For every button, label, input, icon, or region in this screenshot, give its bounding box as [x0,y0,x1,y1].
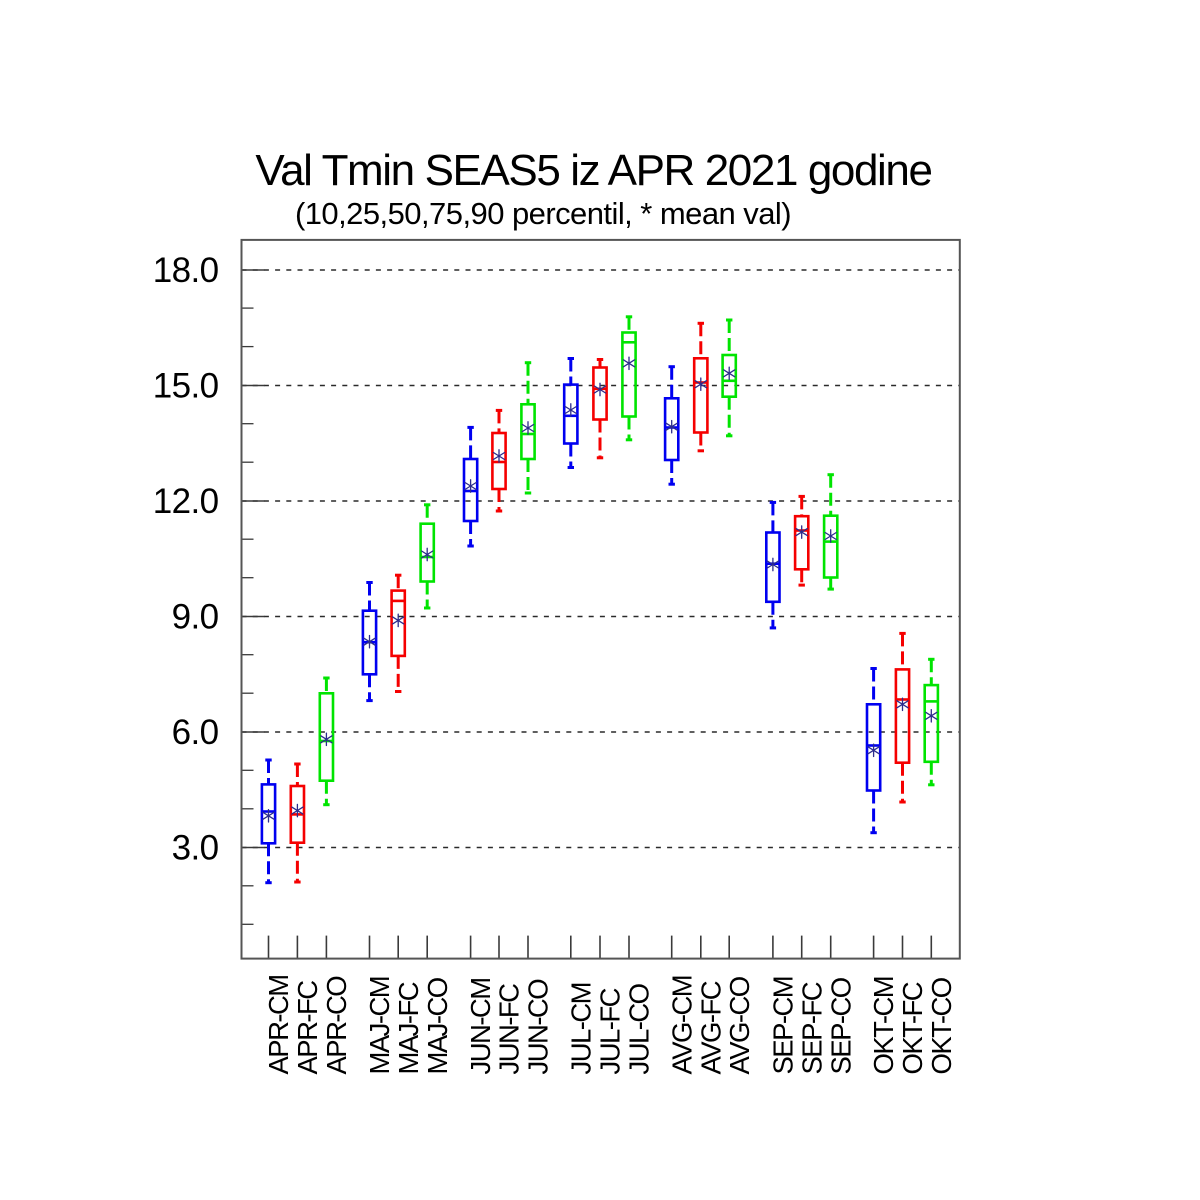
svg-text:MAJ-FC: MAJ-FC [393,982,424,1074]
svg-text:OKT-CM: OKT-CM [868,977,899,1075]
svg-text:AVG-FC: AVG-FC [695,981,726,1074]
svg-text:OKT-FC: OKT-FC [897,982,928,1074]
svg-text:9.0: 9.0 [172,598,219,637]
svg-text:MAJ-CO: MAJ-CO [422,977,453,1074]
svg-text:APR-CM: APR-CM [263,975,294,1074]
svg-text:JUL-FC: JUL-FC [595,988,626,1074]
svg-text:12.0: 12.0 [153,482,219,521]
svg-text:Val Tmin SEAS5 iz APR 2021 god: Val Tmin SEAS5 iz APR 2021 godine [255,146,931,195]
svg-text:SEP-CO: SEP-CO [825,977,856,1074]
svg-text:6.0: 6.0 [172,713,219,752]
svg-text:JUN-FC: JUN-FC [494,984,525,1075]
svg-text:MAJ-CM: MAJ-CM [364,977,395,1075]
svg-text:JUL-CO: JUL-CO [624,983,655,1074]
svg-text:AVG-CM: AVG-CM [666,976,697,1075]
svg-text:15.0: 15.0 [153,367,219,406]
svg-text:OKT-CO: OKT-CO [926,977,957,1074]
svg-text:APR-FC: APR-FC [292,981,323,1075]
svg-text:JUN-CM: JUN-CM [465,978,496,1074]
svg-text:JUL-CM: JUL-CM [565,983,596,1075]
svg-text:3.0: 3.0 [172,829,219,868]
svg-text:APR-CO: APR-CO [321,976,352,1075]
svg-text:JUN-CO: JUN-CO [523,979,554,1075]
svg-text:SEP-FC: SEP-FC [796,982,827,1074]
svg-text:AVG-CO: AVG-CO [724,976,755,1074]
svg-text:SEP-CM: SEP-CM [768,977,799,1075]
svg-text:(10,25,50,75,90 percentil, * m: (10,25,50,75,90 percentil, * mean val) [295,196,791,231]
svg-text:18.0: 18.0 [153,251,219,290]
